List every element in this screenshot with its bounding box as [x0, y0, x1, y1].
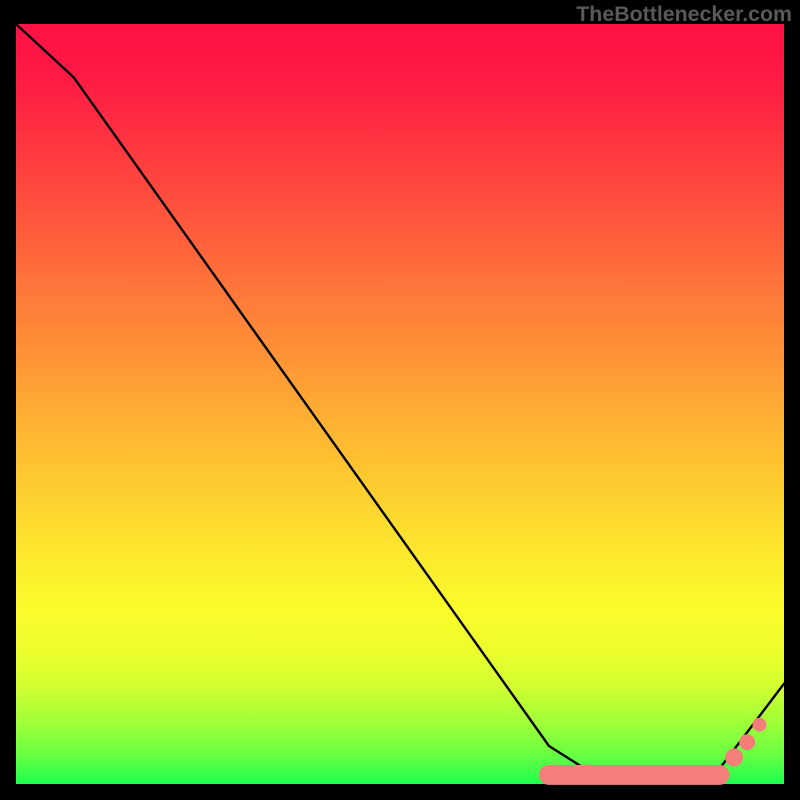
- chart-canvas: [0, 0, 800, 800]
- optimal-range-dot: [739, 734, 755, 750]
- plot-background: [16, 24, 784, 784]
- optimal-range-dot: [752, 718, 766, 732]
- optimal-range-pill: [539, 765, 729, 785]
- image-frame: TheBottlenecker.com: [0, 0, 800, 800]
- optimal-range-dot: [725, 748, 743, 766]
